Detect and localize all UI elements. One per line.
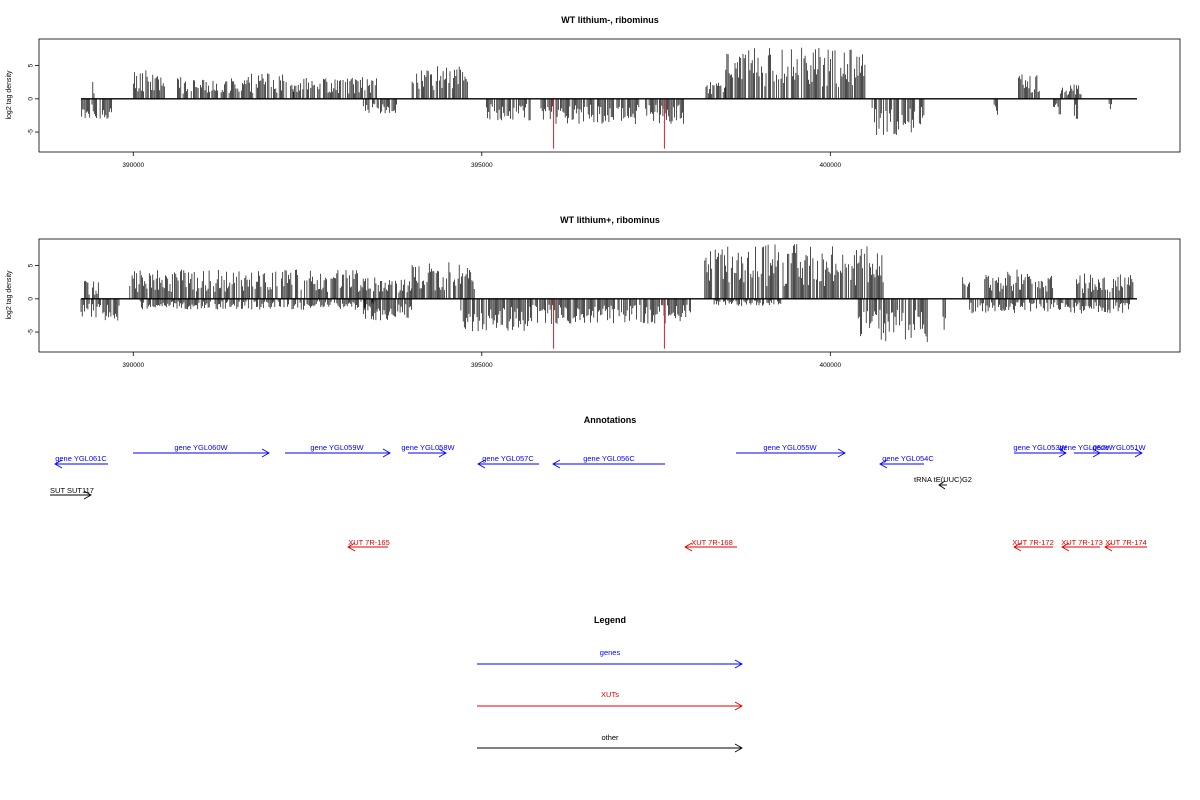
feature-label: XUT 7R-173 (1061, 538, 1103, 547)
legend-label: XUTs (601, 690, 619, 699)
feature-label: gene YGL053W (1013, 443, 1067, 452)
feature-label: gene YGL056C (583, 454, 635, 463)
arrow-right-icon (83, 490, 92, 500)
x-tick-label: 390000 (122, 162, 144, 169)
y-tick-label: -5 (28, 129, 35, 135)
feature-label: gene YGL052W (1059, 443, 1113, 452)
panel-2-ylabel: log2 tag density (6, 270, 13, 320)
arrow-right-icon (837, 448, 846, 458)
feature-gene-YGL056C[interactable]: gene YGL056C (552, 454, 665, 469)
feature-gene-YGL058W[interactable]: gene YGL058W (401, 443, 456, 458)
x-tick-label: 390000 (122, 362, 144, 369)
feature-label: gene YGL060W (174, 443, 228, 452)
arrow-right-icon (734, 743, 743, 753)
panel-2-x-axis: 390000 395000 400000 (122, 352, 842, 369)
arrow-left-icon (938, 480, 946, 490)
panel-2-y-axis: -5 0 5 (28, 263, 39, 335)
feature-XUT-7R-174[interactable]: XUT 7R-174 (1104, 538, 1147, 552)
feature-gene-YGL055W[interactable]: gene YGL055W (736, 443, 846, 458)
feature-label: gene YGL058W (401, 443, 455, 452)
feature-label: gene YGL061C (55, 454, 107, 463)
arrow-left-icon (347, 542, 356, 552)
feature-gene-YGL060W[interactable]: gene YGL060W (133, 443, 270, 458)
feature-label: gene YGL055W (763, 443, 817, 452)
feature-label: XUT 7R-174 (1105, 538, 1147, 547)
y-tick-label: 5 (28, 263, 35, 267)
arrow-left-icon (477, 459, 486, 469)
panel-2-frame (38, 238, 1181, 353)
feature-label: gene YGL051W (1092, 443, 1146, 452)
arrow-right-icon (734, 659, 743, 669)
legend: Legend genes XUTs other (477, 615, 743, 753)
y-tick-label: 5 (28, 63, 35, 67)
x-tick-label: 400000 (819, 362, 841, 369)
y-tick-label: 0 (28, 97, 35, 101)
x-tick-label: 400000 (819, 162, 841, 169)
annotations-title: Annotations (584, 415, 637, 425)
feature-gene-YGL054C[interactable]: gene YGL054C (879, 454, 934, 469)
arrow-left-icon (54, 459, 63, 469)
arrow-right-icon (438, 448, 447, 458)
legend-entry-genes: genes (477, 648, 743, 669)
feature-SUT117[interactable]: SUT SUT117 (50, 486, 94, 500)
panel-2-title: WT lithium+, ribominus (560, 215, 660, 225)
feature-label: XUT 7R-168 (691, 538, 733, 547)
feature-label: SUT SUT117 (50, 486, 94, 495)
panel-1-y-axis: -5 0 5 (28, 63, 39, 135)
feature-gene-YGL059W[interactable]: gene YGL059W (285, 443, 391, 458)
y-tick-label: -5 (28, 329, 35, 335)
legend-entry-xuts: XUTs (477, 690, 743, 711)
panel-1-bars (81, 47, 1112, 149)
arrow-left-icon (1104, 542, 1113, 552)
arrow-right-icon (261, 448, 270, 458)
legend-title: Legend (594, 615, 626, 625)
arrow-left-icon (879, 459, 888, 469)
arrow-right-icon (1058, 448, 1067, 458)
feature-XUT-7R-165[interactable]: XUT 7R-165 (347, 538, 390, 552)
arrow-left-icon (552, 459, 561, 469)
feature-gene-YGL051W[interactable]: gene YGL051W (1092, 443, 1147, 458)
arrow-right-icon (734, 701, 743, 711)
feature-gene-YGL053W[interactable]: gene YGL053W (1013, 443, 1068, 458)
feature-gene-YGL057C[interactable]: gene YGL057C (477, 454, 539, 469)
arrow-right-icon (382, 448, 391, 458)
panel-lithium-plus: WT lithium+, ribominus log2 tag density … (6, 215, 1181, 369)
feature-label: gene YGL057C (482, 454, 534, 463)
panel-lithium-minus: WT lithium-, ribominus log2 tag density … (6, 15, 1181, 169)
feature-XUT-7R-173[interactable]: XUT 7R-173 (1061, 538, 1103, 552)
legend-label: other (601, 733, 619, 742)
annotations-panel: Annotations gene YGL060W gene YGL059W ge… (50, 415, 1147, 552)
arrow-right-icon (1134, 448, 1143, 458)
feature-label: gene YGL054C (882, 454, 934, 463)
feature-label: gene YGL059W (310, 443, 364, 452)
feature-XUT-7R-172[interactable]: XUT 7R-172 (1012, 538, 1054, 552)
panel-2-bars (80, 244, 1134, 349)
panel-1-frame (38, 38, 1181, 153)
y-tick-label: 0 (28, 297, 35, 301)
arrow-left-icon (684, 542, 693, 552)
feature-label: tRNA tE(UUC)G2 (914, 475, 972, 484)
feature-label: XUT 7R-172 (1012, 538, 1054, 547)
arrow-left-icon (1061, 542, 1070, 552)
x-tick-label: 395000 (471, 162, 493, 169)
feature-XUT-7R-168[interactable]: XUT 7R-168 (684, 538, 737, 552)
panel-1-title: WT lithium-, ribominus (561, 15, 659, 25)
feature-gene-YGL061C[interactable]: gene YGL061C (54, 454, 108, 469)
panel-1-ylabel: log2 tag density (6, 70, 13, 120)
arrow-left-icon (1013, 542, 1022, 552)
panel-1-x-axis: 390000 395000 400000 (122, 152, 842, 169)
x-tick-label: 395000 (471, 362, 493, 369)
feature-tRNA-tE-UUC-G2[interactable]: tRNA tE(UUC)G2 (914, 475, 972, 490)
legend-entry-other: other (477, 733, 743, 753)
legend-label: genes (600, 648, 621, 657)
feature-label: XUT 7R-165 (348, 538, 390, 547)
